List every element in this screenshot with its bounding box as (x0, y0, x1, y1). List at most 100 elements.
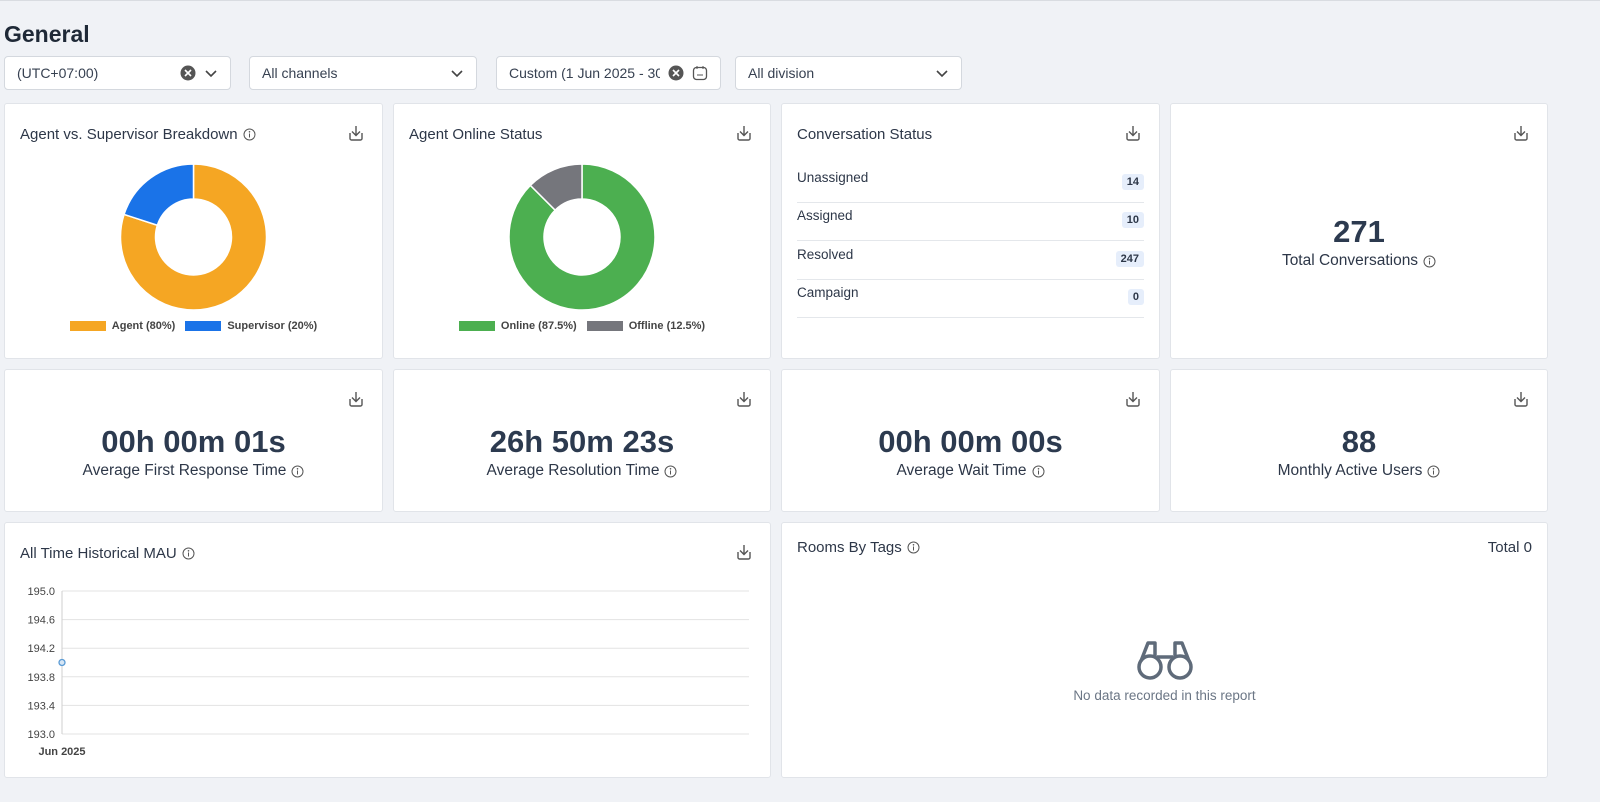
kpi-label: Total Conversations (1171, 252, 1547, 270)
empty-message: No data recorded in this report (1073, 688, 1256, 703)
kpi: 00h 00m 01s Average First Response Time (5, 424, 382, 480)
legend: Online (87.5%) Offline (12.5%) (394, 320, 770, 332)
kpi-card: 00h 00m 00s Average Wait Time (781, 369, 1160, 512)
legend-label: Agent (80%) (111, 320, 176, 332)
kpi-label-text: Average Resolution Time (486, 462, 660, 479)
donut-slice (123, 163, 195, 227)
info-icon[interactable] (1032, 465, 1045, 478)
kpi: 00h 00m 00s Average Wait Time (782, 424, 1159, 480)
donut-chart (119, 163, 268, 311)
filter-label: Custom (1 Jun 2025 - 30 (509, 65, 660, 81)
y-tick-label: 195.0 (27, 586, 55, 598)
kpi-label: Average Resolution Time (394, 462, 770, 480)
download-icon[interactable] (346, 389, 366, 409)
chevron-icon[interactable] (450, 66, 464, 80)
mau-chart-card: All Time Historical MAU 193.0 193.4 193.8 1… (4, 522, 771, 778)
download-icon[interactable] (734, 389, 754, 409)
kpi-value: 271 (1333, 214, 1385, 249)
page-title: General (4, 21, 90, 47)
legend-swatch (586, 321, 623, 331)
kpi-label-text: Monthly Active Users (1277, 462, 1423, 479)
status-row: Unassigned 14 (797, 164, 1144, 203)
kpi-value: 26h 50m 23s (489, 424, 675, 459)
card-title-text: All Time Historical MAU (20, 545, 177, 562)
clear-icon[interactable] (180, 65, 196, 81)
legend: Agent (80%) Supervisor (20%) (5, 320, 382, 332)
donut-slice (529, 163, 583, 212)
legend-item: Agent (80%) (69, 320, 176, 332)
kpi-label-text: Average Wait Time (896, 462, 1027, 479)
status-label: Resolved (797, 246, 854, 262)
card-title-text: Agent vs. Supervisor Breakdown (20, 126, 238, 143)
legend-item: Online (87.5%) (458, 320, 577, 332)
y-tick-label: 194.2 (27, 643, 55, 655)
kpi-value: 00h 00m 01s (101, 424, 286, 459)
binoculars-icon (1137, 641, 1193, 680)
rooms-by-tags-card: Rooms By Tags Total 0 No data recorded i… (781, 522, 1548, 778)
status-count: 247 (1115, 250, 1144, 267)
status-row: Assigned 10 (797, 202, 1144, 242)
card-title: Agent vs. Supervisor Breakdown (20, 126, 256, 143)
legend-item: Supervisor (20%) (185, 320, 317, 332)
legend-label: Online (87.5%) (500, 320, 577, 332)
kpi-value: 00h 00m 00s (878, 424, 1063, 459)
download-icon[interactable] (346, 123, 366, 143)
legend-swatch (69, 321, 106, 331)
info-icon[interactable] (291, 465, 304, 478)
kpi-card: 271 Total Conversations (1170, 103, 1548, 359)
info-icon[interactable] (907, 541, 920, 554)
kpi-label: Average Wait Time (782, 462, 1159, 480)
card-title: Agent Online Status (409, 126, 542, 143)
filter-label: (UTC+07:00) (17, 65, 99, 81)
line-chart: 193.0 193.4 193.8 194.2 194.6 195.0 Jun 2025 (27, 586, 749, 758)
download-icon[interactable] (734, 123, 754, 143)
info-icon[interactable] (243, 128, 256, 141)
info-icon[interactable] (664, 465, 677, 478)
kpi-card: 26h 50m 23s Average Resolution Time (393, 369, 771, 512)
total-label: Total 0 (1487, 539, 1532, 556)
channel-filter[interactable]: All channels (249, 56, 477, 90)
download-icon[interactable] (734, 542, 754, 562)
chevron-icon[interactable] (935, 66, 949, 80)
card-title-text: Conversation Status (797, 126, 933, 143)
donut-chart (508, 163, 656, 311)
legend-label: Supervisor (20%) (227, 320, 318, 332)
info-icon[interactable] (1423, 255, 1436, 268)
info-icon[interactable] (1427, 465, 1440, 478)
agent-breakdown-card: Agent vs. Supervisor Breakdown Agent (80… (4, 103, 383, 359)
status-label: Assigned (797, 208, 853, 224)
status-label: Unassigned (797, 170, 869, 185)
card-title: Rooms By Tags (797, 539, 920, 556)
division-filter[interactable]: All division (735, 56, 962, 90)
x-tick-label: Jun 2025 (38, 746, 85, 758)
kpi-label-text: Total Conversations (1281, 252, 1419, 269)
filter-label: All division (748, 65, 815, 81)
y-tick-label: 194.6 (27, 615, 55, 627)
data-point (58, 658, 66, 667)
donut-slice (119, 163, 268, 311)
timezone-filter[interactable]: (UTC+07:00) (4, 56, 231, 90)
download-icon[interactable] (1511, 123, 1531, 143)
online-status-card: Agent Online Status Online (87.5%) Offlin… (393, 103, 771, 359)
card-title-text: Rooms By Tags (797, 539, 902, 556)
kpi-value: 88 (1341, 424, 1377, 459)
chevron-icon[interactable] (204, 66, 218, 80)
card-title: All Time Historical MAU (20, 545, 195, 562)
conversation-status-card: Conversation Status Unassigned 14 Assigned… (781, 103, 1160, 359)
y-tick-label: 193.8 (27, 672, 55, 684)
kpi: 88 Monthly Active Users (1171, 424, 1547, 480)
download-icon[interactable] (1123, 123, 1143, 143)
calendar-icon[interactable] (692, 65, 708, 81)
info-icon[interactable] (182, 547, 195, 560)
download-icon[interactable] (1123, 389, 1143, 409)
filter-label: All channels (262, 65, 338, 81)
card-title-text: Agent Online Status (409, 126, 543, 143)
card-title: Conversation Status (797, 126, 932, 143)
kpi: 271 Total Conversations (1171, 214, 1547, 270)
clear-icon[interactable] (668, 65, 684, 81)
kpi: 26h 50m 23s Average Resolution Time (394, 424, 770, 480)
legend-swatch (458, 321, 495, 331)
date-filter[interactable]: Custom (1 Jun 2025 - 30 (496, 56, 721, 90)
download-icon[interactable] (1511, 389, 1531, 409)
